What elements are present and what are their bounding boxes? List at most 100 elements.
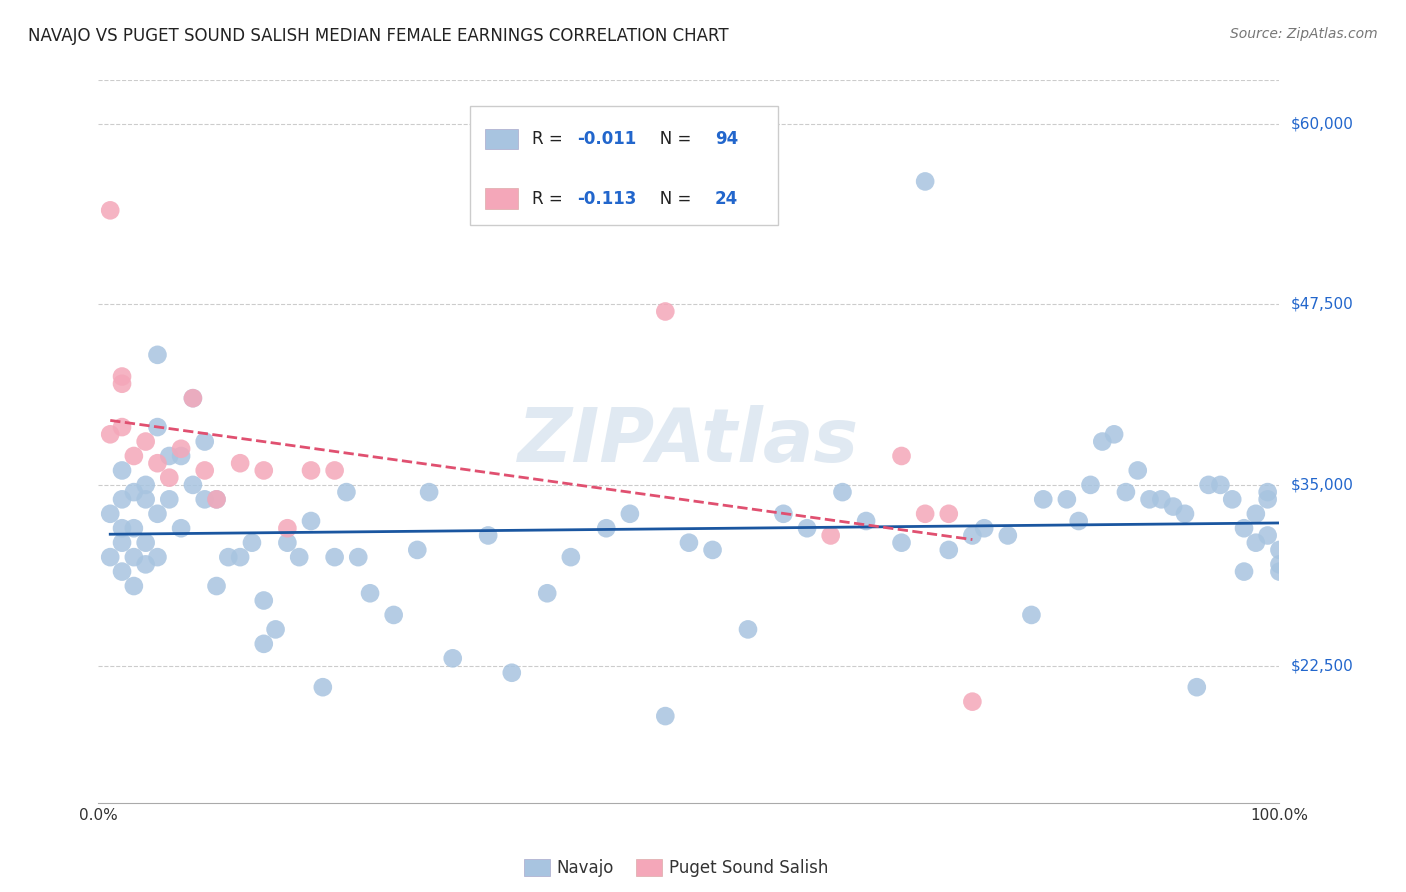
Point [181, 391, 204, 405]
Point [157, 492, 180, 507]
Point [229, 550, 252, 565]
Point [323, 463, 346, 477]
Point [194, 492, 217, 507]
Point [347, 550, 370, 565]
Point [1032, 492, 1054, 507]
Point [205, 492, 228, 507]
Point [997, 528, 1019, 542]
Point [146, 456, 169, 470]
Point [240, 535, 263, 549]
Point [146, 420, 169, 434]
Point [135, 558, 157, 572]
Point [288, 550, 311, 565]
Point [122, 485, 145, 500]
Point [135, 492, 157, 507]
Point [323, 550, 346, 565]
Point [276, 521, 298, 535]
Point [122, 550, 145, 565]
Point [181, 478, 204, 492]
Point [170, 449, 193, 463]
Point [914, 174, 936, 188]
Point [98, 203, 121, 218]
Point [229, 456, 252, 470]
Point [1257, 528, 1279, 542]
Point [276, 535, 298, 549]
Point [1257, 485, 1279, 500]
Point [1257, 492, 1279, 507]
Point [98, 507, 121, 521]
Point [678, 535, 700, 549]
Point [796, 521, 818, 535]
Point [111, 463, 134, 477]
Point [1268, 565, 1291, 579]
Point [1174, 507, 1197, 521]
Point [170, 442, 193, 456]
Point [157, 470, 180, 484]
Text: 24: 24 [714, 190, 738, 208]
Point [938, 507, 960, 521]
Point [135, 478, 157, 492]
Point [1185, 680, 1208, 694]
Point [418, 485, 440, 500]
Point [170, 521, 193, 535]
Point [1233, 521, 1256, 535]
Bar [485, 188, 517, 209]
Point [772, 507, 794, 521]
Point [477, 528, 499, 542]
Point [205, 492, 228, 507]
Point [264, 623, 287, 637]
Point [441, 651, 464, 665]
Point [299, 463, 322, 477]
Text: 94: 94 [714, 130, 738, 148]
Point [111, 369, 134, 384]
Point [536, 586, 558, 600]
Point [962, 695, 984, 709]
Point [146, 348, 169, 362]
Point [619, 507, 641, 521]
Point [111, 565, 134, 579]
Point [98, 550, 121, 565]
Bar [523, 859, 550, 877]
Point [962, 528, 984, 542]
Point [1268, 542, 1291, 557]
Point [1115, 485, 1137, 500]
Bar [471, 105, 778, 225]
Text: $35,000: $35,000 [1291, 477, 1354, 492]
Point [135, 535, 157, 549]
Point [146, 550, 169, 565]
Point [406, 542, 429, 557]
Point [1244, 507, 1267, 521]
Point [359, 586, 381, 600]
Point [382, 607, 405, 622]
Point [135, 434, 157, 449]
Point [111, 420, 134, 434]
Point [654, 709, 676, 723]
Text: N =: N = [644, 130, 697, 148]
Point [1233, 565, 1256, 579]
Point [1198, 478, 1220, 492]
Point [1067, 514, 1090, 528]
Text: Puget Sound Salish: Puget Sound Salish [669, 859, 828, 877]
Point [890, 535, 912, 549]
Point [1268, 558, 1291, 572]
Text: -0.011: -0.011 [576, 130, 636, 148]
Text: N =: N = [644, 190, 697, 208]
Point [122, 579, 145, 593]
Point [973, 521, 995, 535]
Point [914, 507, 936, 521]
Point [890, 449, 912, 463]
Point [312, 680, 335, 694]
Point [737, 623, 759, 637]
Point [1091, 434, 1114, 449]
Text: $47,500: $47,500 [1291, 297, 1354, 312]
Point [1080, 478, 1102, 492]
Point [654, 304, 676, 318]
Point [111, 492, 134, 507]
Point [205, 579, 228, 593]
Bar [636, 859, 662, 877]
Point [111, 521, 134, 535]
Text: Source: ZipAtlas.com: Source: ZipAtlas.com [1230, 27, 1378, 41]
Point [1161, 500, 1184, 514]
Text: $22,500: $22,500 [1291, 658, 1354, 673]
Text: NAVAJO VS PUGET SOUND SALISH MEDIAN FEMALE EARNINGS CORRELATION CHART: NAVAJO VS PUGET SOUND SALISH MEDIAN FEMA… [28, 27, 728, 45]
